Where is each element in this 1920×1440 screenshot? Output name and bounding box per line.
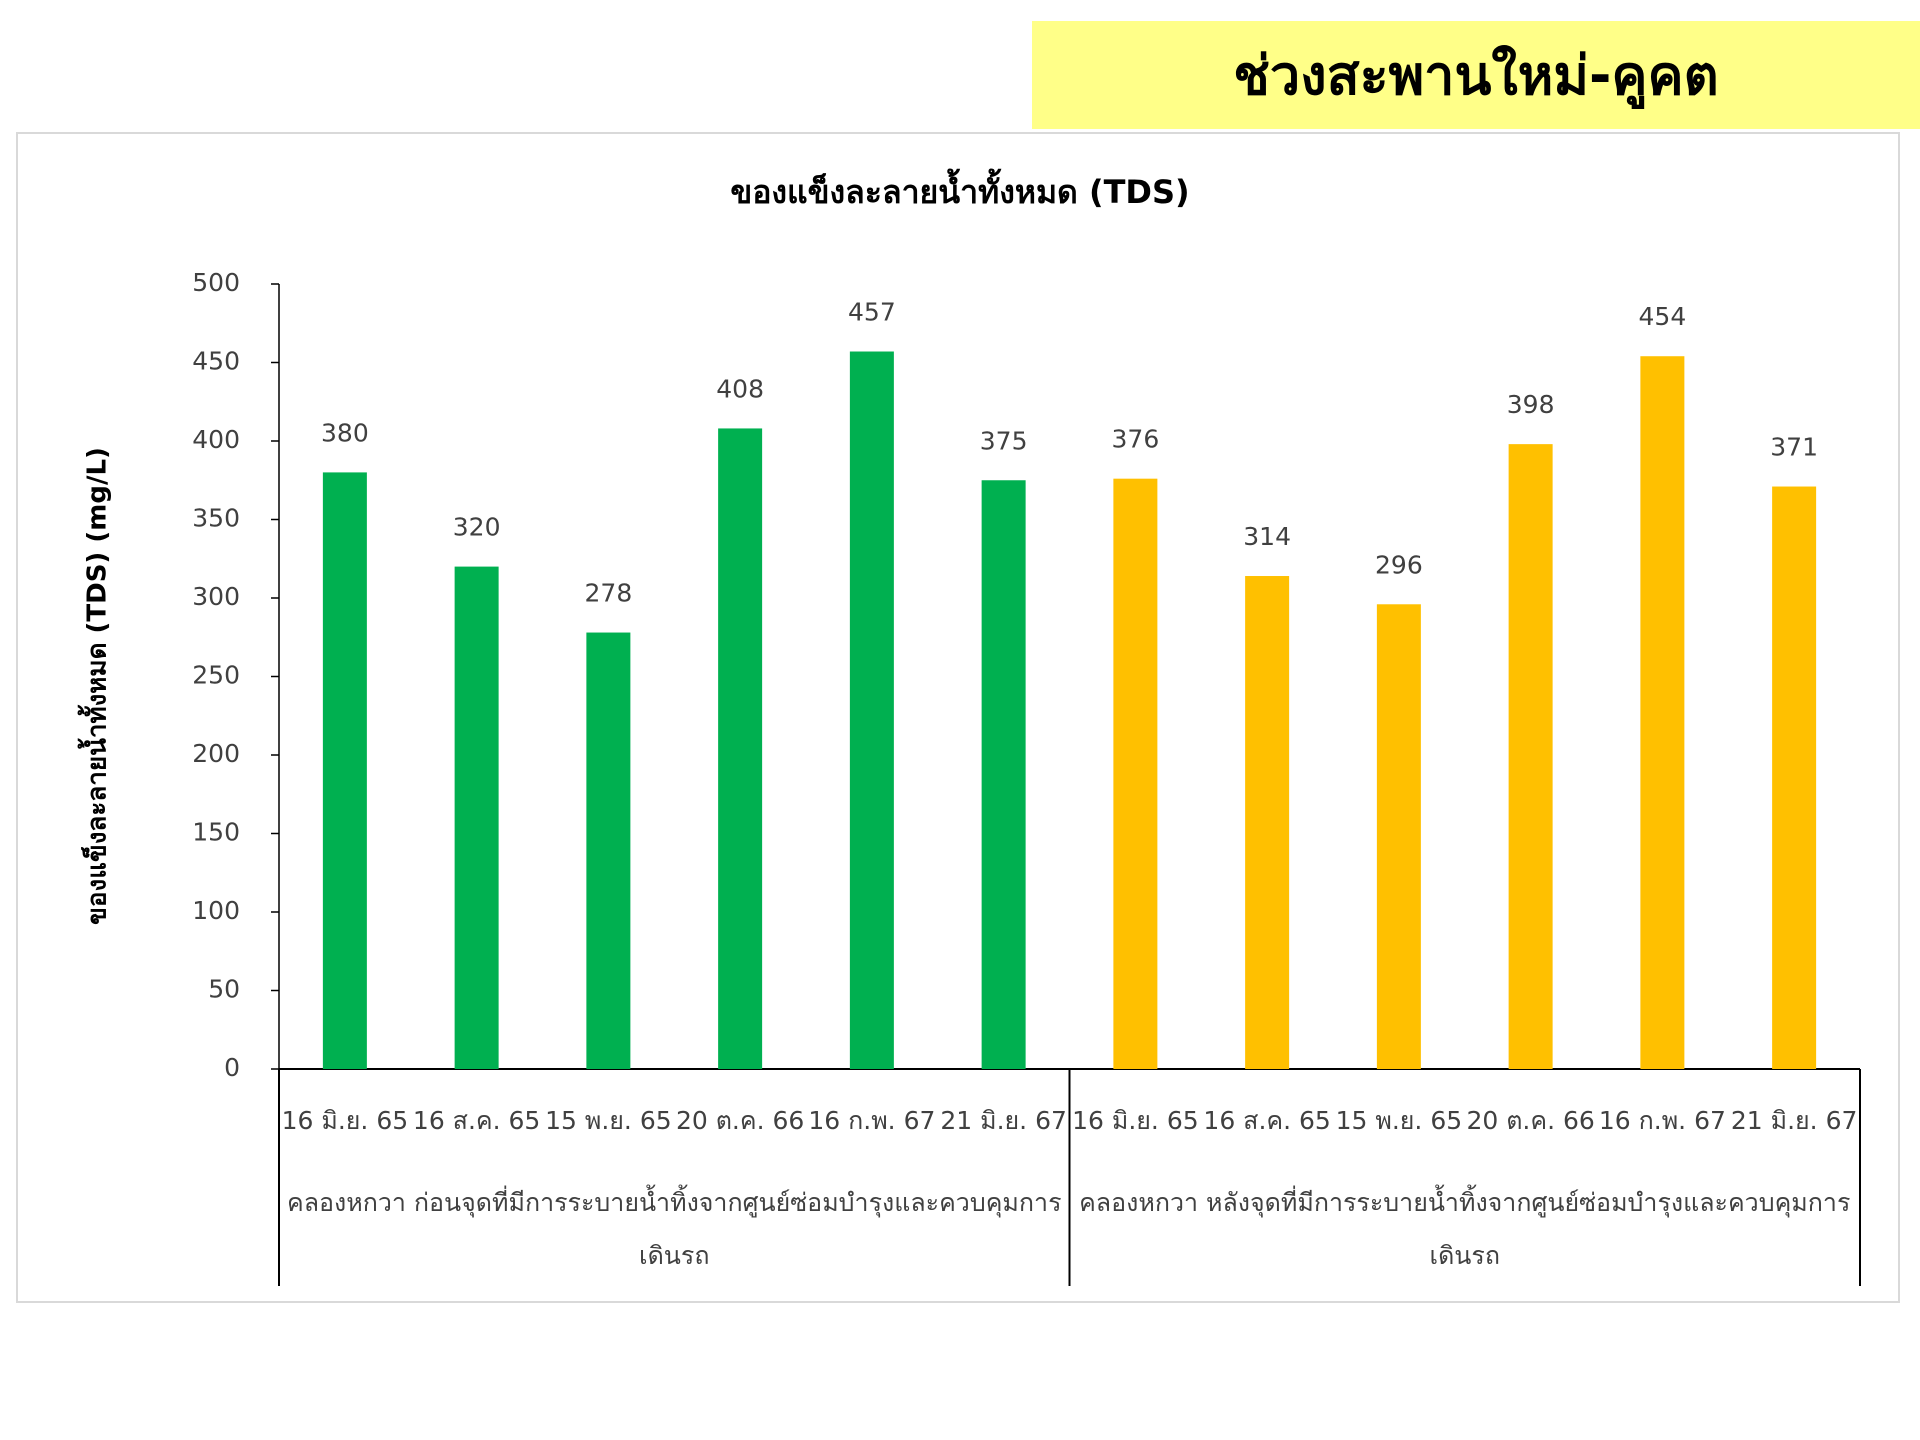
value-label: 376 [1112, 425, 1160, 454]
x-tick-label: 20 ต.ค. 66 [1466, 1106, 1594, 1135]
bar [586, 632, 631, 1069]
y-tick-label: 250 [192, 661, 240, 690]
bar [1113, 478, 1158, 1069]
group-label: คลองหกวา ก่อนจุดที่มีการระบายน้ำทิ้งจากศ… [286, 1188, 1062, 1270]
bar [849, 351, 894, 1069]
y-tick-label: 500 [192, 268, 240, 297]
y-axis-label: ของแข็งละลายน้ำทั้งหมด (TDS) (mg/L) [77, 447, 113, 925]
value-label: 296 [1375, 550, 1423, 579]
y-tick-label: 150 [192, 818, 240, 847]
chart-frame [16, 132, 1900, 1303]
group-label: คลองหกวา หลังจุดที่มีการระบายน้ำทิ้งจากศ… [1079, 1188, 1851, 1270]
value-label: 454 [1639, 302, 1687, 331]
x-tick-label: 20 ต.ค. 66 [676, 1106, 804, 1135]
x-tick-label: 21 มิ.ย. 67 [940, 1106, 1067, 1135]
x-tick-label: 16 ก.พ. 67 [1599, 1106, 1726, 1135]
x-tick-label: 16 มิ.ย. 65 [282, 1106, 409, 1135]
group-label-box: คลองหกวา ก่อนจุดที่มีการระบายน้ำทิ้งจากศ… [286, 1188, 1062, 1270]
x-tick-label: 16 มิ.ย. 65 [1072, 1106, 1199, 1135]
y-tick-label: 300 [192, 582, 240, 611]
value-label: 371 [1770, 433, 1818, 462]
x-tick-label: 16 ส.ค. 65 [413, 1106, 540, 1135]
value-label: 380 [321, 418, 369, 447]
x-tick-label: 16 ส.ค. 65 [1203, 1106, 1330, 1135]
y-tick-label: 200 [192, 739, 240, 768]
y-tick-label: 400 [192, 425, 240, 454]
bar [718, 428, 763, 1069]
x-tick-label: 16 ก.พ. 67 [808, 1106, 935, 1135]
y-tick-label: 100 [192, 896, 240, 925]
bar [1245, 576, 1290, 1069]
bar [454, 566, 499, 1069]
y-tick-label: 50 [208, 975, 240, 1004]
slide-title: ช่วงสะพานใหม่-คูคต [1032, 21, 1920, 129]
x-tick-label: 15 พ.ย. 65 [1336, 1106, 1463, 1135]
bar [322, 472, 367, 1069]
y-tick-label: 350 [192, 504, 240, 533]
bar [981, 480, 1026, 1069]
y-tick-label: 450 [192, 347, 240, 376]
group-label-box: คลองหกวา หลังจุดที่มีการระบายน้ำทิ้งจากศ… [1079, 1188, 1851, 1270]
y-tick-label: 0 [224, 1053, 240, 1082]
value-label: 320 [453, 513, 501, 542]
value-label: 375 [980, 426, 1028, 455]
chart-title: ของแข็งละลายน้ำทั้งหมด (TDS) [730, 168, 1189, 211]
bar [1640, 356, 1685, 1070]
value-label: 278 [585, 579, 633, 608]
value-label: 408 [716, 374, 764, 403]
x-tick-label: 21 มิ.ย. 67 [1731, 1106, 1858, 1135]
value-label: 314 [1243, 522, 1291, 551]
bar [1508, 444, 1553, 1069]
bar [1376, 604, 1421, 1069]
bar [1772, 486, 1817, 1069]
value-label: 398 [1507, 390, 1555, 419]
value-label: 457 [848, 298, 896, 327]
x-tick-label: 15 พ.ย. 65 [545, 1106, 672, 1135]
